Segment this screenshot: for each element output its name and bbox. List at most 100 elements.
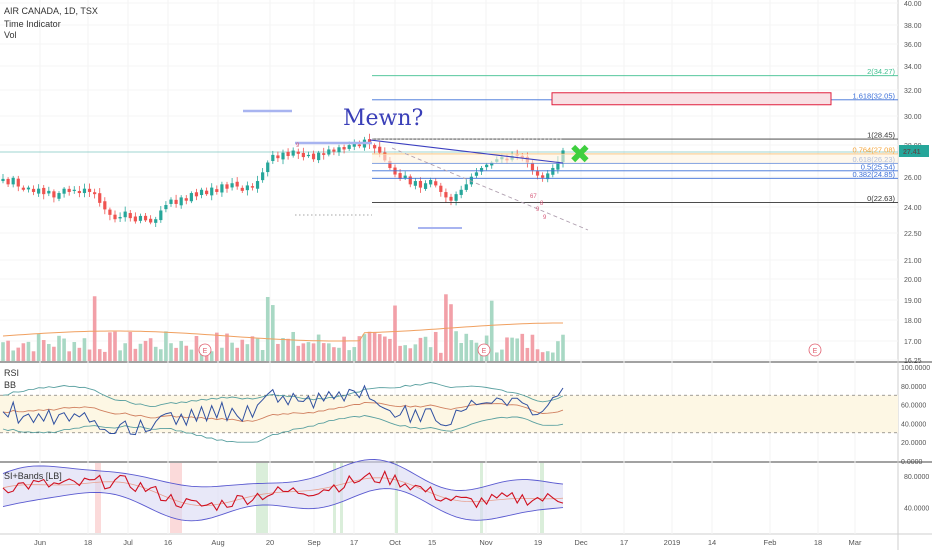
volume-bar	[377, 334, 382, 361]
candle-body	[530, 162, 535, 171]
volume-bar	[215, 332, 219, 361]
volume-bar	[87, 349, 92, 361]
candle-body	[164, 205, 168, 210]
candle-body	[291, 150, 295, 156]
candle-body	[449, 196, 453, 201]
candle-body	[301, 152, 305, 158]
time-axis-label: 19	[534, 538, 542, 547]
volume-bar	[57, 335, 61, 361]
time-axis-label: Jul	[123, 538, 133, 547]
candle-body	[143, 215, 148, 221]
volume-bar	[271, 305, 275, 361]
volume-bar	[148, 338, 153, 361]
volume-bar	[505, 337, 509, 361]
fib-zone	[372, 154, 898, 164]
candle-body	[556, 161, 560, 170]
volume-bar	[398, 345, 402, 361]
time-axis-label: 20	[266, 538, 274, 547]
earnings-marker-label: E	[482, 348, 487, 355]
candle-body	[281, 152, 285, 160]
time-axis-label: 18	[814, 538, 822, 547]
volume-bar	[138, 343, 143, 361]
candle-body	[42, 187, 46, 195]
candle-body	[535, 171, 540, 176]
si-bands-pane[interactable]	[2, 459, 564, 534]
volume-bar	[540, 352, 545, 361]
candle-body	[149, 218, 153, 223]
volume-bar	[159, 349, 163, 361]
oscillator-axis-label: 60.0000	[901, 403, 926, 410]
candle-body	[215, 189, 219, 192]
si-line	[2, 469, 564, 512]
volume-bar	[515, 338, 519, 361]
candle-body	[16, 178, 20, 187]
candle-body	[408, 176, 412, 185]
candle-body	[413, 181, 417, 186]
volume-bar	[510, 337, 514, 361]
volume-bar	[36, 333, 41, 361]
price-axis-label: 18.00	[904, 318, 922, 325]
volume-bar	[372, 332, 377, 361]
candle-body	[52, 191, 56, 198]
candle-body	[174, 199, 178, 204]
price-axis[interactable]: 40.0038.0036.0034.0032.0030.0028.0026.00…	[899, 1, 930, 512]
diagonal-dashed-line	[391, 147, 589, 231]
candle-body	[77, 191, 81, 194]
volume-bar	[561, 334, 565, 361]
candle-body	[57, 193, 61, 199]
candle-body	[235, 181, 239, 187]
volume-bar	[62, 338, 66, 361]
rsi-bb-pane[interactable]	[0, 382, 898, 443]
earnings-marker-icon	[198, 343, 212, 357]
volume-bar	[469, 340, 474, 361]
volume-bar	[164, 331, 168, 361]
fib-level-label: 1(28.45)	[867, 131, 895, 140]
volume-bar	[495, 352, 499, 361]
candle-body	[342, 147, 346, 150]
volume-bar	[286, 338, 290, 361]
price-pane[interactable]: E E E 2(34.27) 1.618(32.05) 1(28.45) 0.764(27.…	[0, 67, 898, 361]
volume-bar	[103, 351, 107, 361]
bb-lower-line	[2, 415, 564, 443]
sequence-count-label: 9	[296, 143, 300, 149]
si-band-fill	[3, 459, 563, 521]
price-axis-label: 16.25	[904, 358, 922, 365]
volume-bar	[362, 334, 367, 361]
candle-body	[93, 192, 97, 195]
candle-body	[189, 193, 193, 202]
time-axis-label: 2019	[664, 538, 681, 547]
volume-bar	[189, 349, 194, 361]
candle-body	[169, 199, 173, 204]
volume-bar	[383, 336, 387, 361]
candle-body	[133, 216, 137, 222]
oscillator-axis-label: 100.0000	[901, 365, 930, 372]
volume-bar	[444, 294, 448, 361]
volume-bar	[500, 349, 504, 361]
candle-body	[551, 167, 555, 175]
time-axis[interactable]: Jun 18 Jul 16 Aug 20 Sep 17 Oct 15 Nov 19 Dec 17 2019 1…	[34, 538, 862, 547]
candle-body	[210, 187, 214, 196]
price-axis-label: 40.00	[904, 1, 922, 8]
si-mid-line	[2, 477, 564, 506]
candle-body	[541, 175, 545, 178]
time-axis-label: 17	[350, 538, 358, 547]
volume-bar	[439, 352, 443, 361]
volume-bar	[418, 337, 423, 361]
volume-bar	[520, 333, 525, 361]
candle-body	[459, 189, 463, 195]
candle-body	[311, 153, 316, 160]
volume-bar	[433, 331, 438, 361]
candle-body	[240, 187, 244, 191]
candle-body	[261, 172, 265, 181]
time-axis-label: Feb	[764, 538, 777, 547]
time-axis-label: 16	[164, 538, 172, 547]
volume-bar	[52, 346, 56, 361]
volume-bar	[169, 343, 173, 361]
volume-bar	[347, 350, 351, 361]
candle-body	[67, 188, 71, 192]
candle-body	[113, 214, 117, 220]
candle-body	[118, 217, 122, 219]
candle-body	[388, 160, 392, 168]
volume-bar	[332, 347, 336, 361]
